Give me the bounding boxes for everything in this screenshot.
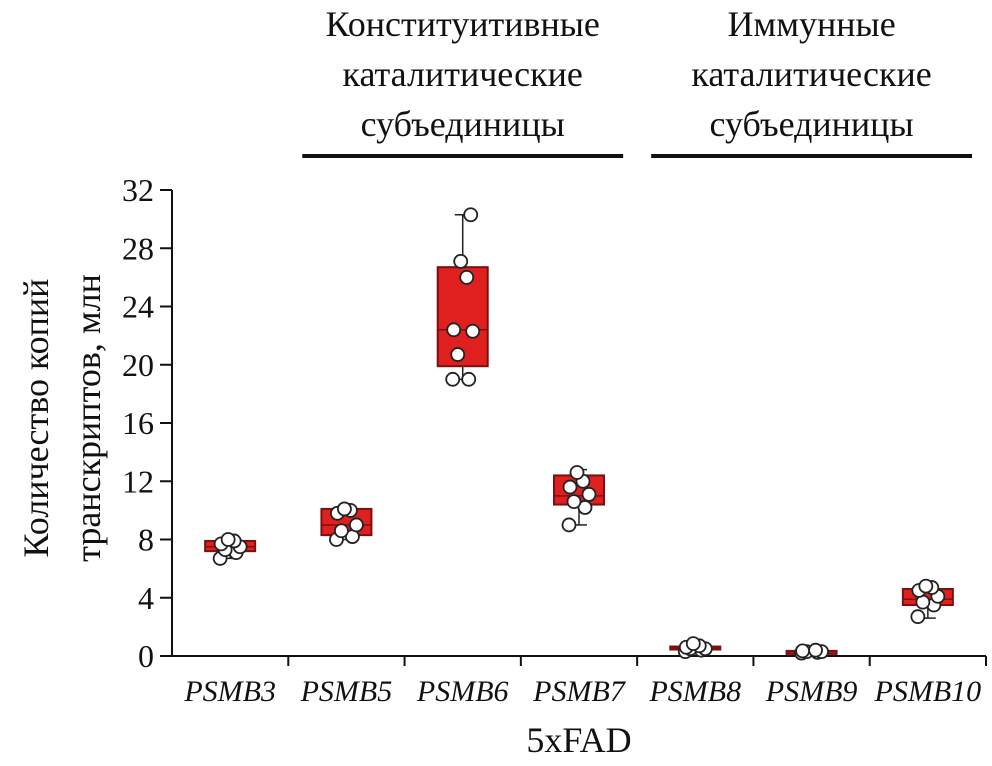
x-category-label: PSMB5	[300, 675, 393, 708]
data-point	[685, 636, 701, 652]
data-point	[581, 486, 597, 502]
data-point	[918, 578, 934, 594]
x-category-label: PSMB7	[532, 675, 627, 708]
category-groups: Конституитивные каталитические субъединицы…	[302, 4, 972, 158]
y-tick-label: 24	[122, 289, 154, 325]
group-label-line: каталитические	[343, 54, 583, 94]
box-psmb10	[901, 578, 954, 625]
y-axis-title-line: транскриптов, млн	[68, 274, 108, 562]
x-category-label: PSMB6	[416, 675, 509, 708]
data-point	[334, 523, 349, 539]
y-tick-label: 32	[122, 172, 154, 208]
group-label-line: Конституитивные	[326, 4, 600, 44]
data-point	[450, 347, 466, 362]
axis-titles: 5xFAD Количество копий транскриптов, млн	[16, 274, 632, 760]
data-point	[795, 643, 810, 659]
x-axis: PSMB3 PSMB5 PSMB6 PSMB7 PSMB8 PSMB9 PSMB10	[172, 655, 987, 708]
group-label-line: Иммунные	[727, 4, 895, 44]
data-point	[561, 517, 577, 533]
x-category-label: PSMB10	[874, 675, 982, 708]
x-axis-title: 5xFAD	[526, 720, 631, 760]
group-1: Конституитивные каталитические субъединицы	[302, 4, 624, 158]
data-point	[566, 494, 582, 510]
box-series	[204, 207, 954, 661]
box-psmb3	[204, 532, 257, 566]
y-tick-label: 16	[122, 405, 154, 441]
y-tick-label: 12	[122, 463, 154, 499]
y-tick-label: 20	[122, 347, 154, 383]
data-point	[459, 269, 475, 285]
data-point	[463, 207, 479, 223]
data-point	[465, 323, 481, 339]
group-2: Иммунные каталитические субъединицы	[651, 4, 972, 158]
data-point	[349, 517, 364, 533]
x-category-label: PSMB8	[648, 675, 741, 708]
group-label-line: каталитические	[691, 54, 931, 94]
y-tick-label: 28	[122, 230, 154, 266]
data-point	[446, 322, 462, 338]
y-axis-title-line: Количество копий	[16, 279, 56, 558]
box-psmb6	[436, 207, 489, 387]
x-category-label: PSMB9	[765, 675, 858, 708]
data-point	[445, 371, 461, 387]
box-psmb5	[320, 501, 373, 547]
x-category-label: PSMB3	[183, 675, 276, 708]
data-point	[569, 465, 585, 480]
data-point	[453, 253, 469, 269]
data-point	[461, 371, 477, 387]
group-label-line: субъединицы	[710, 104, 914, 144]
data-point	[562, 479, 578, 495]
y-axis: 0 4 8 12 16 20 24 28 32	[122, 172, 173, 674]
data-point	[808, 642, 823, 658]
box-psmb9	[785, 642, 838, 661]
group-label-line: субъединицы	[361, 104, 565, 144]
box-psmb8	[669, 636, 722, 660]
y-tick-label: 4	[138, 580, 154, 616]
y-tick-label: 8	[138, 522, 154, 558]
data-point	[220, 532, 236, 547]
box-psmb7	[553, 465, 605, 533]
data-point	[910, 609, 926, 625]
data-point	[337, 501, 352, 517]
y-tick-label: 0	[138, 638, 154, 674]
